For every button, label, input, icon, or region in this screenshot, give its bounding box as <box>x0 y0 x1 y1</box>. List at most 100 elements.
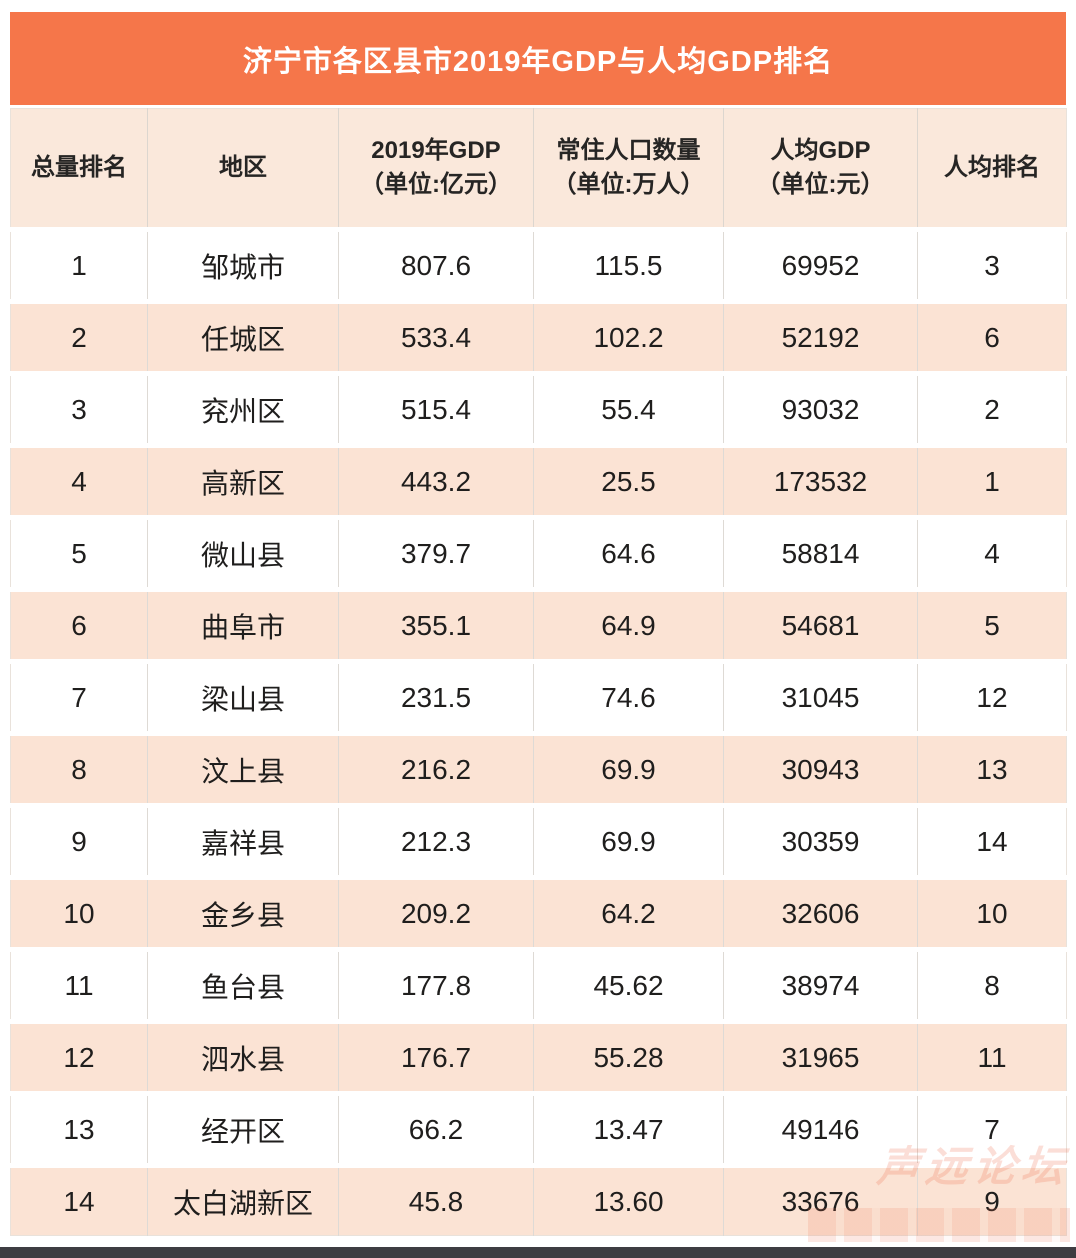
table-cell-col6: 2 <box>917 371 1067 446</box>
col-header-line1: 人均排名 <box>944 154 1040 182</box>
table-cell-col3: 533.4 <box>338 299 534 374</box>
table-row: 11 鱼台县 177.8 45.62 38974 8 <box>10 947 1067 1022</box>
table-cell-col5: 49146 <box>723 1091 918 1166</box>
table-row: 14 太白湖新区 45.8 13.60 33676 9 <box>10 1163 1067 1236</box>
table-cell-col1: 10 <box>10 875 148 950</box>
table-row: 3 兖州区 515.4 55.4 93032 2 <box>10 371 1067 446</box>
table-cell-col6: 11 <box>917 1019 1067 1094</box>
table-cell-col1: 14 <box>10 1163 148 1236</box>
table-cell-col4: 13.47 <box>533 1091 724 1166</box>
gdp-ranking-table: 总量排名 地区 2019年GDP （单位:亿元） 常住人口数量 （单位:万人） 人均GDP （… <box>10 108 1067 1236</box>
table-cell-col5: 33676 <box>723 1163 918 1236</box>
table-cell-col4: 45.62 <box>533 947 724 1022</box>
col-header-line1: 2019年GDP <box>371 137 501 165</box>
table-cell-col5: 32606 <box>723 875 918 950</box>
table-body: 1 邹城市 807.6 115.5 69952 3 2 任城区 533.4 102.2 52192 6… <box>10 227 1067 1236</box>
table-cell-col1: 11 <box>10 947 148 1022</box>
table-cell-col5: 93032 <box>723 371 918 446</box>
table-cell-col2: 邹城市 <box>147 227 339 302</box>
col-header-3: 2019年GDP （单位:亿元） <box>338 108 534 230</box>
table-cell-col3: 216.2 <box>338 731 534 806</box>
table-cell-col3: 355.1 <box>338 587 534 662</box>
col-header-line1: 地区 <box>219 154 267 182</box>
table-cell-col2: 太白湖新区 <box>147 1163 339 1236</box>
table-cell-col6: 5 <box>917 587 1067 662</box>
table-cell-col6: 3 <box>917 227 1067 302</box>
table-cell-col1: 4 <box>10 443 148 518</box>
table-cell-col1: 3 <box>10 371 148 446</box>
table-cell-col2: 微山县 <box>147 515 339 590</box>
table-cell-col3: 209.2 <box>338 875 534 950</box>
table-cell-col2: 梁山县 <box>147 659 339 734</box>
table-cell-col2: 鱼台县 <box>147 947 339 1022</box>
table-row: 2 任城区 533.4 102.2 52192 6 <box>10 299 1067 374</box>
table-cell-col4: 25.5 <box>533 443 724 518</box>
table-cell-col2: 任城区 <box>147 299 339 374</box>
table-cell-col2: 经开区 <box>147 1091 339 1166</box>
table-cell-col3: 66.2 <box>338 1091 534 1166</box>
table-cell-col1: 9 <box>10 803 148 878</box>
table-cell-col1: 7 <box>10 659 148 734</box>
table-cell-col3: 177.8 <box>338 947 534 1022</box>
table-cell-col5: 54681 <box>723 587 918 662</box>
table-cell-col1: 12 <box>10 1019 148 1094</box>
header-row: 总量排名 地区 2019年GDP （单位:亿元） 常住人口数量 （单位:万人） 人均GDP （… <box>10 108 1067 230</box>
table-cell-col2: 曲阜市 <box>147 587 339 662</box>
col-header-2: 地区 <box>147 108 339 230</box>
table-cell-col6: 6 <box>917 299 1067 374</box>
table-cell-col6: 4 <box>917 515 1067 590</box>
table-cell-col3: 231.5 <box>338 659 534 734</box>
table-cell-col1: 6 <box>10 587 148 662</box>
table-cell-col2: 泗水县 <box>147 1019 339 1094</box>
table-cell-col2: 金乡县 <box>147 875 339 950</box>
table-cell-col4: 64.9 <box>533 587 724 662</box>
table-cell-col4: 55.4 <box>533 371 724 446</box>
table-cell-col6: 10 <box>917 875 1067 950</box>
table-row: 5 微山县 379.7 64.6 58814 4 <box>10 515 1067 590</box>
table-cell-col3: 45.8 <box>338 1163 534 1236</box>
table-cell-col3: 176.7 <box>338 1019 534 1094</box>
table-cell-col6: 7 <box>917 1091 1067 1166</box>
col-header-6: 人均排名 <box>917 108 1067 230</box>
table-row: 1 邹城市 807.6 115.5 69952 3 <box>10 227 1067 302</box>
table-cell-col6: 1 <box>917 443 1067 518</box>
table-header: 总量排名 地区 2019年GDP （单位:亿元） 常住人口数量 （单位:万人） 人均GDP （… <box>10 108 1067 230</box>
table-cell-col4: 69.9 <box>533 803 724 878</box>
table-cell-col3: 443.2 <box>338 443 534 518</box>
col-header-line2: （单位:亿元） <box>360 171 512 198</box>
col-header-1: 总量排名 <box>10 108 148 230</box>
table-cell-col1: 5 <box>10 515 148 590</box>
table-cell-col5: 31045 <box>723 659 918 734</box>
table-cell-col4: 64.6 <box>533 515 724 590</box>
table-cell-col5: 52192 <box>723 299 918 374</box>
table-cell-col5: 69952 <box>723 227 918 302</box>
col-header-line2: （单位:万人） <box>552 171 705 198</box>
col-header-line1: 总量排名 <box>31 154 127 182</box>
table-cell-col5: 30359 <box>723 803 918 878</box>
col-header-line1: 人均GDP <box>770 137 871 165</box>
table-title: 济宁市各区县市2019年GDP与人均GDP排名 <box>10 12 1066 105</box>
table-cell-col3: 212.3 <box>338 803 534 878</box>
table-cell-col4: 69.9 <box>533 731 724 806</box>
col-header-4: 常住人口数量 （单位:万人） <box>533 108 724 230</box>
table-cell-col1: 2 <box>10 299 148 374</box>
table-cell-col6: 14 <box>917 803 1067 878</box>
table-cell-col4: 55.28 <box>533 1019 724 1094</box>
table-cell-col4: 64.2 <box>533 875 724 950</box>
table-cell-col6: 13 <box>917 731 1067 806</box>
table-cell-col4: 102.2 <box>533 299 724 374</box>
table-cell-col5: 31965 <box>723 1019 918 1094</box>
table-cell-col6: 8 <box>917 947 1067 1022</box>
table-cell-col4: 115.5 <box>533 227 724 302</box>
table-cell-col1: 8 <box>10 731 148 806</box>
table-cell-col1: 13 <box>10 1091 148 1166</box>
table-cell-col6: 12 <box>917 659 1067 734</box>
table-cell-col4: 13.60 <box>533 1163 724 1236</box>
table-cell-col4: 74.6 <box>533 659 724 734</box>
table-cell-col5: 30943 <box>723 731 918 806</box>
table-row: 13 经开区 66.2 13.47 49146 7 <box>10 1091 1067 1166</box>
table-cell-col1: 1 <box>10 227 148 302</box>
table-card: 济宁市各区县市2019年GDP与人均GDP排名 总量排名 地区 2019年GDP （单… <box>10 12 1067 1236</box>
table-cell-col2: 汶上县 <box>147 731 339 806</box>
table-cell-col5: 58814 <box>723 515 918 590</box>
